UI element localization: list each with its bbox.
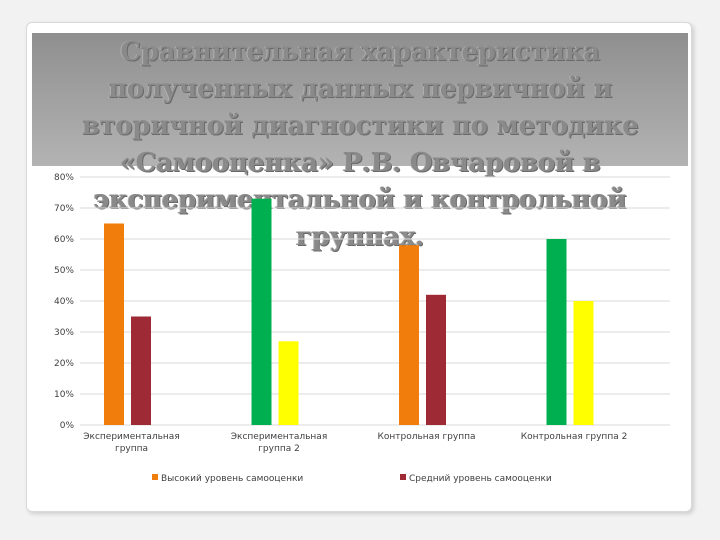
y-tick-label: 80%	[54, 173, 74, 183]
legend: Высокий уровень самооценки Средний уровен…	[152, 474, 552, 484]
y-tick-label: 20%	[54, 359, 74, 369]
bar	[426, 294, 446, 425]
y-tick-label: 10%	[54, 390, 74, 400]
bar	[104, 223, 124, 425]
y-tick-label: 70%	[54, 204, 74, 214]
category-label: Контрольная группа	[377, 432, 475, 442]
legend-swatch	[400, 474, 406, 480]
y-axis-tick-labels: 0% 10% 20% 30% 40% 50% 60% 70% 80%	[54, 173, 74, 431]
legend-swatch	[152, 474, 158, 480]
slide-title: Сравнительная характеристика полученных …	[81, 37, 639, 252]
category-label: Экспериментальная группа 2	[231, 432, 328, 454]
y-tick-label: 50%	[54, 266, 74, 276]
bar	[278, 341, 299, 425]
bar	[131, 316, 151, 425]
y-tick-label: 40%	[54, 297, 74, 307]
bar	[546, 239, 567, 425]
bar	[251, 198, 272, 425]
gridlines	[80, 176, 670, 426]
category-label: Контрольная группа 2	[521, 432, 628, 442]
y-tick-label: 30%	[54, 328, 74, 338]
y-tick-label: 0%	[60, 421, 75, 431]
category-label: Экспериментальная группа	[83, 432, 180, 454]
bar	[573, 301, 594, 425]
bars	[104, 198, 594, 425]
bar	[399, 245, 419, 425]
legend-label: Средний уровень самооценки	[409, 474, 552, 484]
title-band	[32, 33, 688, 166]
y-tick-label: 60%	[54, 235, 74, 245]
x-axis-category-labels: Экспериментальная группа Экспериментальная…	[83, 432, 627, 454]
legend-label: Высокий уровень самооценки	[161, 474, 303, 484]
